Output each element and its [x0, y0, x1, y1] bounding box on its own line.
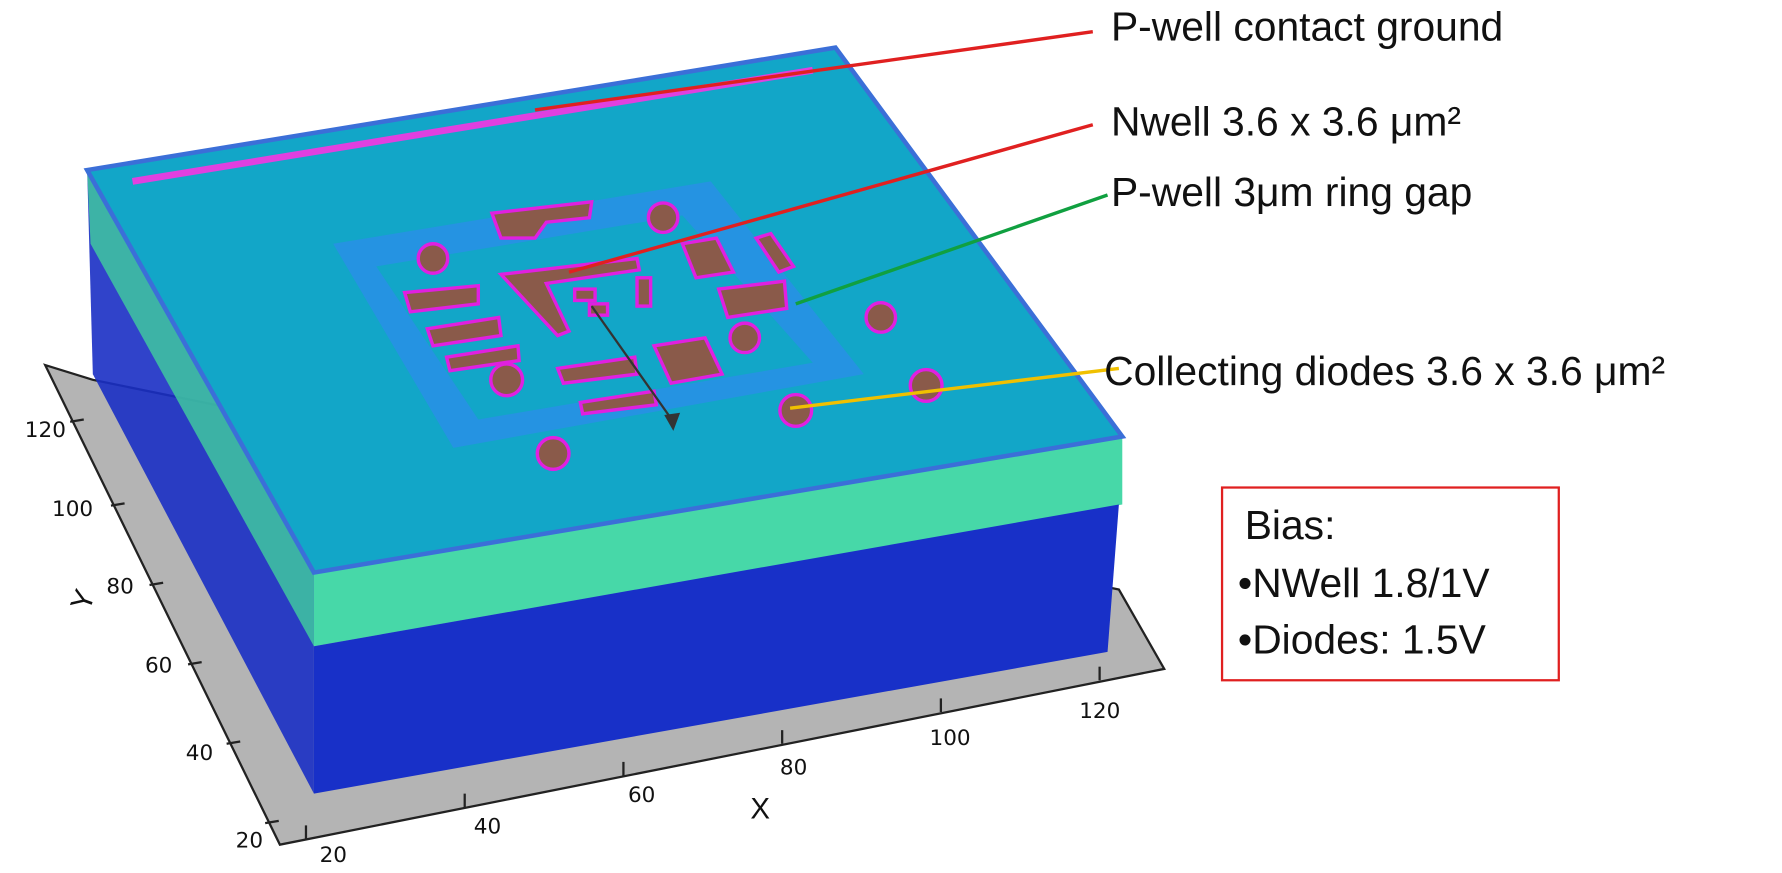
leader-lines — [534, 30, 1120, 410]
y-tick-label: 20 — [236, 828, 263, 853]
x-tick-label: 80 — [780, 756, 807, 781]
annotation: Nwell 3.6 x 3.6 μm² — [1111, 98, 1461, 144]
annotation: Collecting diodes 3.6 x 3.6 μm² — [1104, 348, 1665, 394]
y-tick-label: 40 — [186, 741, 213, 766]
device-block — [83, 45, 1127, 794]
y-tick-label: 60 — [145, 654, 172, 679]
x-tick-label: 120 — [1079, 699, 1120, 724]
y-axis-title: Y — [64, 585, 102, 615]
x-tick-label: 40 — [474, 815, 501, 840]
axis-ticks — [69, 418, 1101, 839]
y-tick-label: 80 — [106, 574, 133, 599]
x-axis-title: X — [750, 792, 770, 825]
y-tick-label: 100 — [52, 497, 93, 522]
x-tick-label: 20 — [320, 843, 347, 868]
x-tick-label: 60 — [628, 783, 655, 808]
bias-title: Bias: — [1245, 502, 1336, 548]
x-tick-label: 100 — [930, 726, 971, 751]
annotation: P-well contact ground — [1111, 3, 1503, 49]
bias-box — [1220, 486, 1560, 682]
annotation: P-well 3μm ring gap — [1111, 169, 1472, 215]
bias-item: •NWell 1.8/1V — [1238, 560, 1490, 606]
y-tick-label: 120 — [25, 418, 66, 443]
bias-item: •Diodes: 1.5V — [1238, 617, 1487, 663]
